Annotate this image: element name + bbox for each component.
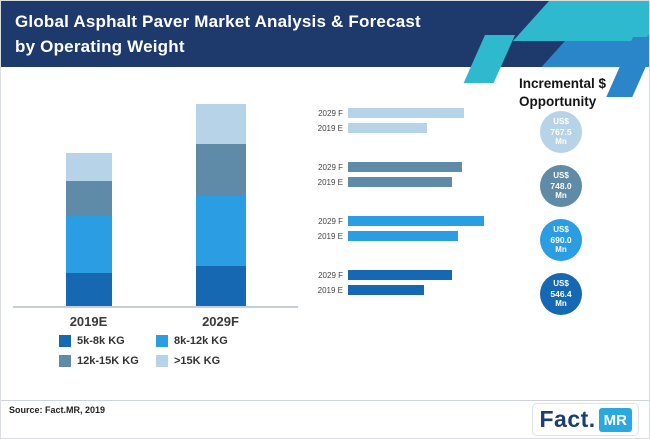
hbar-row-label: 2029 F <box>318 162 343 172</box>
hbar <box>348 177 452 187</box>
legend-label: 12k-15K KG <box>77 355 139 367</box>
hbar-row-label: 2019 E <box>317 231 343 241</box>
hbar-row: 2019 E <box>313 177 484 187</box>
hbar-group-1: 2029 F 2019 E <box>313 105 484 159</box>
stacked-axis-labels: 2019E 2029F <box>13 314 298 329</box>
hbar <box>348 231 458 241</box>
hbar-row-label: 2019 E <box>317 123 343 133</box>
horizontal-bar-chart: 2029 F 2019 E 2029 F 2019 E 2029 F 2019 E 2029… <box>313 105 484 321</box>
badge-unit: Mn <box>555 191 567 201</box>
hbar <box>348 270 452 280</box>
badge-slot: US$ 767.5 Mn <box>539 105 583 159</box>
segment-8k-12k KG <box>195 196 246 266</box>
hbar-row-label: 2029 F <box>318 108 343 118</box>
hbar <box>348 285 424 295</box>
badge-value: 690.0 <box>550 234 572 245</box>
hbar-row: 2029 F <box>313 108 484 118</box>
chart-legend: 5k-8k KG 8k-12k KG 12k-15K KG >15K KG <box>59 335 251 367</box>
logo-fact-text: Fact. <box>539 406 596 432</box>
legend-swatch <box>156 355 168 367</box>
legend-item: >15K KG <box>156 355 251 367</box>
stacked-bar-chart: 2019E 2029F <box>13 93 298 329</box>
segment-5k-8k KG <box>65 273 112 306</box>
category-label: 2029F <box>202 314 239 329</box>
segment->15K KG <box>195 104 246 144</box>
hbar-group-2: 2029 F 2019 E <box>313 159 484 213</box>
badge-value: 546.4 <box>550 288 572 299</box>
legend-item: 12k-15K KG <box>59 355 154 367</box>
badge-currency: US$ <box>553 279 569 289</box>
legend-item: 8k-12k KG <box>156 335 251 347</box>
legend-swatch <box>156 335 168 347</box>
opportunity-badge-4: US$ 546.4 Mn <box>540 273 582 315</box>
segment-5k-8k KG <box>195 266 246 306</box>
hbar <box>348 108 464 118</box>
badge-unit: Mn <box>555 299 567 309</box>
hbar <box>348 162 462 172</box>
page-title-line2: by Operating Weight <box>15 36 185 56</box>
badge-slot: US$ 546.4 Mn <box>539 267 583 321</box>
segment-8k-12k KG <box>65 216 112 273</box>
hbar-group-3: 2029 F 2019 E <box>313 213 484 267</box>
title-banner: Global Asphalt Paver Market Analysis & F… <box>1 1 649 67</box>
badge-unit: Mn <box>555 245 567 255</box>
page-title: Global Asphalt Paver Market Analysis & F… <box>1 1 649 59</box>
hbar-group-4: 2029 F 2019 E <box>313 267 484 321</box>
segment-12k-15K KG <box>65 181 112 216</box>
page-title-line1: Global Asphalt Paver Market Analysis & F… <box>15 12 421 31</box>
legend-label: >15K KG <box>174 355 221 367</box>
source-note: Source: Fact.MR, 2019 <box>9 405 106 415</box>
badge-value: 767.5 <box>550 126 572 137</box>
factmr-logo: Fact. MR <box>532 403 639 436</box>
legend-swatch <box>59 355 71 367</box>
hbar-row: 2029 F <box>313 270 484 280</box>
legend-label: 5k-8k KG <box>77 335 125 347</box>
badge-currency: US$ <box>553 171 569 181</box>
hbar-row: 2019 E <box>313 231 484 241</box>
opportunity-badge-3: US$ 690.0 Mn <box>540 219 582 261</box>
legend-swatch <box>59 335 71 347</box>
hbar <box>348 123 427 133</box>
badge-slot: US$ 690.0 Mn <box>539 213 583 267</box>
opportunity-badge-2: US$ 748.0 Mn <box>540 165 582 207</box>
hbar-row-label: 2029 F <box>318 270 343 280</box>
hbar-row: 2019 E <box>313 123 484 133</box>
opportunity-badge-1: US$ 767.5 Mn <box>540 111 582 153</box>
hbar-row: 2029 F <box>313 162 484 172</box>
hbar-row-label: 2019 E <box>317 177 343 187</box>
legend-item: 5k-8k KG <box>59 335 154 347</box>
badge-currency: US$ <box>553 117 569 127</box>
hbar-row-label: 2029 F <box>318 216 343 226</box>
segment-12k-15K KG <box>195 144 246 196</box>
hbar-row: 2019 E <box>313 285 484 295</box>
legend-label: 8k-12k KG <box>174 335 228 347</box>
opportunity-badges-column: US$ 767.5 Mn US$ 748.0 Mn US$ 690.0 Mn US$ 546.4 Mn <box>539 105 583 321</box>
badge-unit: Mn <box>555 137 567 147</box>
badge-slot: US$ 748.0 Mn <box>539 159 583 213</box>
stacked-bar-2029F <box>195 104 246 306</box>
badge-currency: US$ <box>553 225 569 235</box>
badge-value: 748.0 <box>550 180 572 191</box>
segment->15K KG <box>65 153 112 181</box>
incremental-opportunity-heading: Incremental $ Opportunity <box>519 76 607 109</box>
stacked-bars-area <box>13 93 298 308</box>
hbar-row-label: 2019 E <box>317 285 343 295</box>
category-label: 2019E <box>69 314 108 329</box>
logo-mr-badge: MR <box>598 407 632 432</box>
hbar <box>348 216 484 226</box>
hbar-row: 2029 F <box>313 216 484 226</box>
footer-divider <box>1 400 649 401</box>
stacked-bar-2019E <box>65 153 112 306</box>
